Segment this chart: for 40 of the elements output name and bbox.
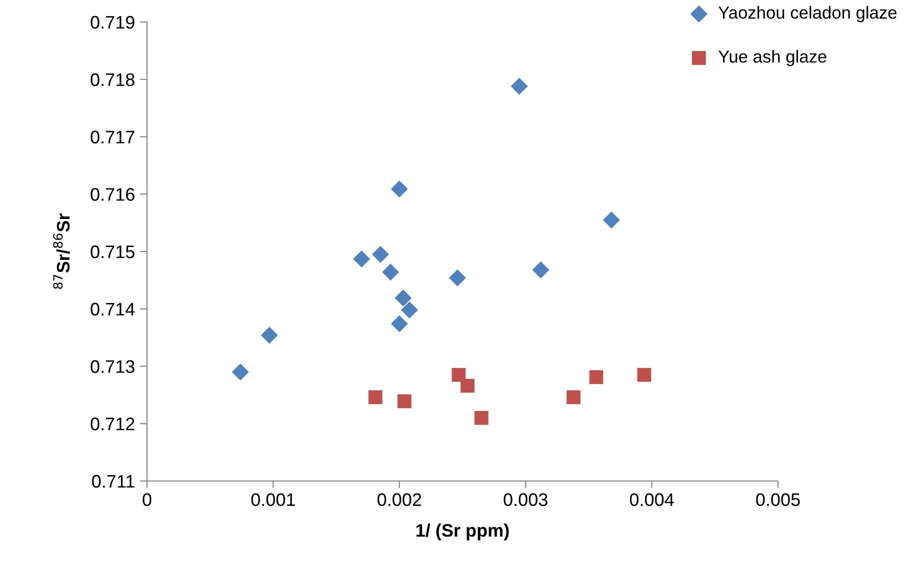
point — [474, 410, 488, 425]
y-tick-label: 0.718 — [90, 73, 134, 86]
x-tick-label: 0.004 — [630, 493, 674, 506]
point — [448, 269, 466, 286]
y-tick-label: 0.712 — [90, 418, 134, 430]
point — [260, 326, 278, 344]
x-tick-label: 0.003 — [504, 493, 548, 506]
x-tick-label: 0.001 — [251, 493, 295, 506]
y-axis-title: $^{87}$Sr/$^{86}$Sr — [53, 213, 70, 289]
point — [353, 250, 370, 268]
x-tick-label: 0 — [142, 493, 152, 506]
y-tick-label: 0.717 — [90, 130, 134, 144]
y-tick-label: 0.719 — [90, 16, 134, 29]
point — [566, 390, 580, 404]
y-tick-label: 0.716 — [90, 188, 134, 201]
point — [390, 315, 408, 332]
point — [372, 246, 389, 263]
point — [394, 289, 412, 306]
point — [390, 180, 408, 198]
y-tick-label: 0.713 — [90, 360, 134, 373]
point — [460, 378, 474, 393]
y-tick-label: 0.714 — [90, 302, 135, 316]
point — [602, 211, 620, 228]
point — [382, 264, 400, 281]
legend-label: Yaozhou celadon glaze — [718, 6, 896, 22]
y-tick-label: 0.711 — [92, 474, 134, 488]
x-axis-title: 1/ (Sr ppm) — [416, 524, 509, 540]
point — [589, 370, 604, 384]
point — [532, 261, 550, 278]
x-tick-label: 0.002 — [378, 493, 422, 506]
legend-label: Yue ash glaze — [718, 50, 826, 66]
point — [368, 390, 382, 404]
x-tick-label: 0.005 — [756, 493, 800, 506]
point — [452, 368, 466, 382]
y-tick-label: 0.715 — [90, 245, 134, 258]
point — [637, 368, 652, 382]
point — [400, 302, 418, 319]
point — [232, 363, 249, 380]
point — [510, 78, 528, 95]
point — [398, 394, 412, 408]
